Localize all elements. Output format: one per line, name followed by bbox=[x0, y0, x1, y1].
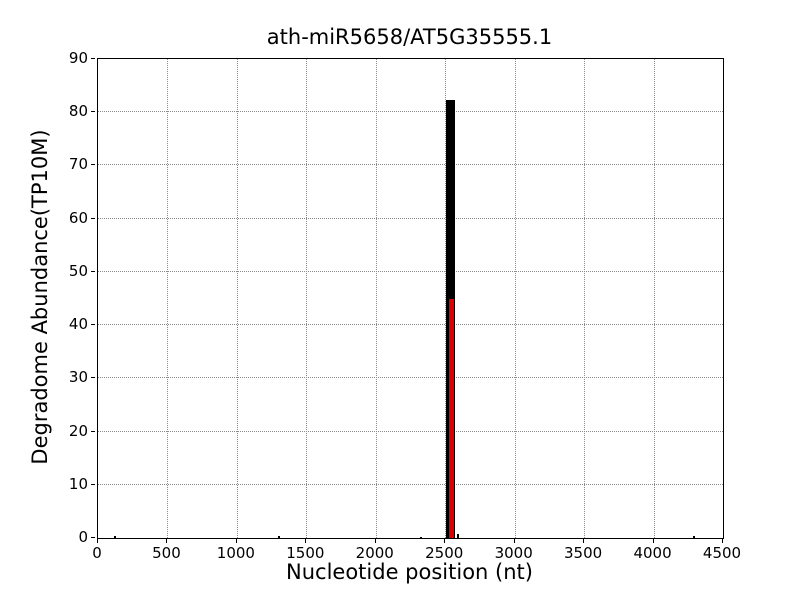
x-gridline bbox=[653, 59, 655, 538]
y-tick-mark bbox=[91, 111, 95, 113]
y-gridline bbox=[98, 324, 723, 326]
degradome-signal-bar bbox=[692, 535, 695, 538]
y-tick-mark bbox=[91, 430, 95, 432]
y-tick-mark bbox=[91, 270, 95, 272]
x-tick-label: 2000 bbox=[355, 544, 394, 562]
chart-title: ath-miR5658/AT5G35555.1 bbox=[266, 25, 553, 49]
y-tick-mark bbox=[91, 537, 95, 538]
x-tick-label: 1000 bbox=[216, 544, 255, 562]
x-gridline bbox=[445, 59, 447, 538]
x-gridline bbox=[514, 59, 516, 538]
x-tick-mark bbox=[374, 539, 376, 543]
x-tick-mark bbox=[166, 539, 168, 543]
y-axis-label: Degradome Abundance(TP10M) bbox=[28, 129, 52, 465]
y-gridline bbox=[98, 111, 723, 113]
x-tick-mark bbox=[583, 539, 585, 543]
y-tick-mark bbox=[91, 377, 95, 379]
x-tick-label: 0 bbox=[92, 544, 102, 562]
degradome-signal-bar bbox=[113, 535, 116, 538]
y-gridline bbox=[98, 377, 723, 379]
x-tick-mark bbox=[652, 539, 654, 543]
y-gridline bbox=[98, 430, 723, 432]
x-tick-label: 4500 bbox=[702, 544, 742, 562]
x-tick-label: 3500 bbox=[564, 544, 603, 562]
y-tick-mark bbox=[91, 324, 95, 326]
y-gridline bbox=[98, 270, 723, 272]
x-tick-label: 3000 bbox=[494, 544, 533, 562]
y-tick-mark bbox=[91, 164, 95, 166]
x-tick-label: 2500 bbox=[425, 544, 464, 562]
y-tick-label: 40 bbox=[68, 315, 88, 334]
x-tick-mark bbox=[97, 539, 98, 543]
x-tick-mark bbox=[235, 539, 237, 543]
x-gridline bbox=[375, 59, 377, 538]
x-gridline bbox=[306, 59, 308, 538]
y-tick-label: 0 bbox=[78, 528, 88, 546]
y-tick-label: 10 bbox=[68, 474, 88, 493]
x-tick-label: 1500 bbox=[286, 544, 325, 562]
x-tick-mark bbox=[305, 539, 307, 543]
y-tick-label: 70 bbox=[68, 155, 88, 174]
y-gridline bbox=[98, 217, 723, 219]
y-tick-label: 80 bbox=[68, 102, 88, 121]
y-tick-mark bbox=[91, 58, 95, 59]
y-tick-label: 20 bbox=[68, 421, 88, 440]
plot-area bbox=[97, 58, 724, 539]
x-axis-label: Nucleotide position (nt) bbox=[286, 560, 533, 584]
x-tick-mark bbox=[444, 539, 446, 543]
y-tick-label: 60 bbox=[68, 208, 88, 227]
degradome-signal-bar bbox=[277, 535, 280, 538]
y-tick-mark bbox=[91, 217, 95, 219]
degradome-signal-bar bbox=[456, 533, 459, 538]
x-gridline bbox=[167, 59, 169, 538]
y-tick-mark bbox=[91, 483, 95, 485]
x-gridline bbox=[584, 59, 586, 538]
y-tick-label: 50 bbox=[68, 261, 88, 280]
miRNA-cleavage-site-bar bbox=[449, 298, 454, 538]
x-tick-mark bbox=[722, 539, 723, 543]
y-tick-label: 90 bbox=[68, 49, 88, 67]
y-tick-label: 30 bbox=[68, 368, 88, 387]
x-tick-label: 500 bbox=[152, 544, 181, 562]
x-gridline bbox=[236, 59, 238, 538]
degradome-signal-bar bbox=[420, 536, 422, 538]
y-gridline bbox=[98, 483, 723, 485]
x-tick-label: 4000 bbox=[633, 544, 672, 562]
y-gridline bbox=[98, 164, 723, 166]
x-tick-mark bbox=[513, 539, 515, 543]
